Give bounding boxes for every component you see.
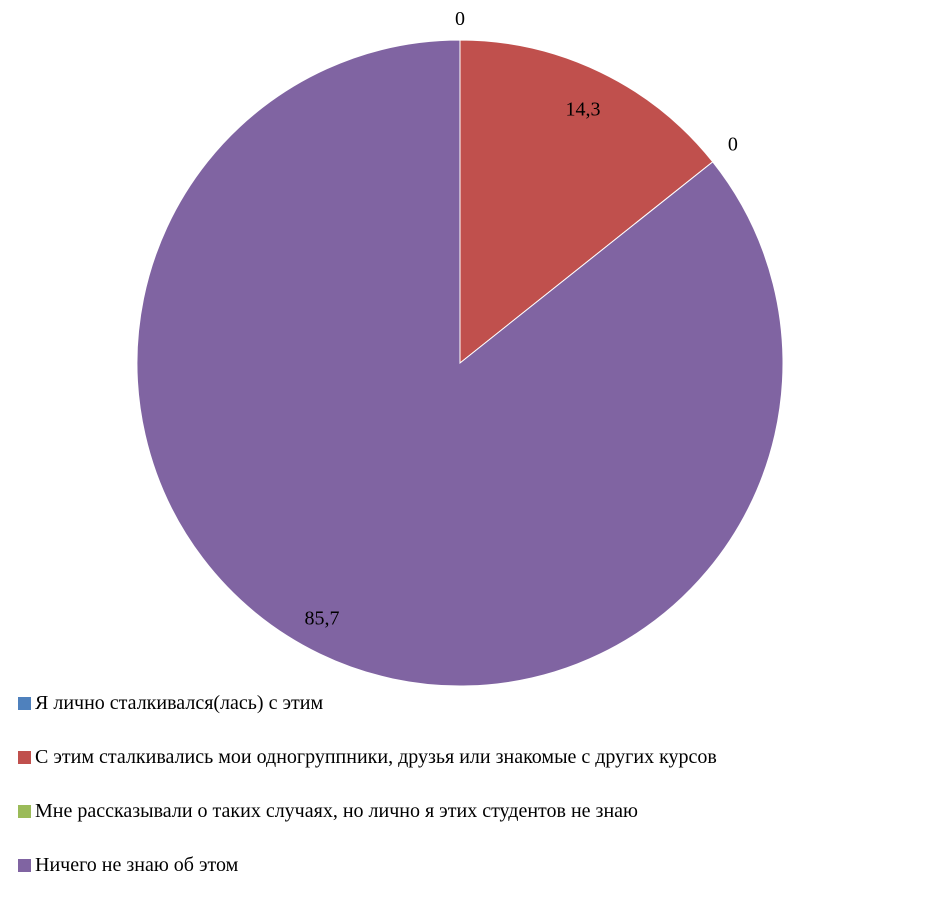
legend-item: Мне рассказывали о таких случаях, но лич… <box>18 797 717 825</box>
legend-label: С этим сталкивались мои одногруппники, д… <box>35 746 717 768</box>
data-label: 85,7 <box>305 608 340 630</box>
pie-slice <box>459 39 714 365</box>
pie-chart-svg: 0 14,3 0 85,7 <box>136 8 784 687</box>
chart-legend: Я лично сталкивался(лась) с этим С этим … <box>18 689 717 905</box>
legend-label: Я лично сталкивался(лась) с этим <box>35 692 324 714</box>
legend-label: Мне рассказывали о таких случаях, но лич… <box>35 800 638 822</box>
legend-item: С этим сталкивались мои одногруппники, д… <box>18 743 717 771</box>
data-label: 14,3 <box>566 99 601 121</box>
legend-label: Ничего не знаю об этом <box>35 854 239 876</box>
data-label: 0 <box>455 8 465 30</box>
legend-swatch <box>18 804 31 818</box>
legend-item: Я лично сталкивался(лась) с этим <box>18 689 717 717</box>
legend-item: Ничего не знаю об этом <box>18 851 717 879</box>
legend-swatch <box>18 750 31 764</box>
legend-swatch <box>18 858 31 872</box>
pie-slice <box>136 39 784 687</box>
data-label: 0 <box>728 133 738 155</box>
legend-swatch <box>18 696 31 710</box>
